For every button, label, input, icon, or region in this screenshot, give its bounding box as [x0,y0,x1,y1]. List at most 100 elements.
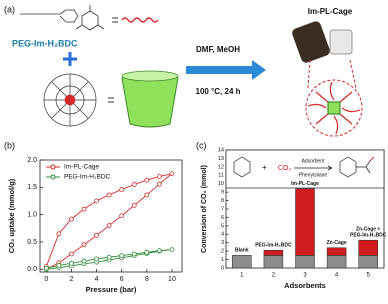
y-tick-label: 14 [218,147,224,153]
data-point [106,192,112,198]
cage-icon [121,73,179,128]
plot-frame [39,159,183,273]
x-tick-label: 1 [240,273,244,279]
reaction-arrow [294,165,333,171]
y-tick-label: 5 [221,223,224,229]
data-point [156,248,162,254]
bar-segment [358,255,378,269]
condition: 100 °C, 24 h [196,87,241,96]
data-point [144,249,150,255]
bar-label: Zn-Cage [327,240,347,246]
x-tick-label: 2 [272,273,276,279]
x-axis-label: Adsorbents [284,281,326,290]
ligand-name: PEG-Im-H₂BDC [12,38,78,48]
panel-label: (b) [4,140,15,150]
bar-label: PEG-Im-H₂BDC [350,233,387,239]
data-point [131,182,137,187]
data-point [69,251,74,257]
data-point [156,181,162,187]
data-point [169,247,175,253]
legend-marker [50,164,56,170]
condition: DMF, MeOH [196,45,240,54]
amine [233,156,251,178]
y-tick-label: 1.5 [27,184,37,191]
x-tick-label: 10 [168,276,176,283]
y-tick-label: 6 [221,215,224,221]
y-tick-label: 0 [221,265,224,271]
y-tick-label: 13 [218,156,224,162]
data-point [81,206,87,212]
ligand-structure [20,5,105,31]
vial-cap [329,29,353,55]
data-point [106,223,112,228]
bar-segment [263,250,284,256]
data-point [69,216,74,222]
data-point [144,192,150,198]
cage-icon-rim [121,70,179,82]
y-axis-label: Conversion of CO₂ (mmol) [201,165,208,253]
data-point [106,254,112,260]
equals [112,17,118,23]
data-point [56,231,62,237]
bar-segment [326,247,347,256]
x-tick-label: 6 [120,276,124,283]
inset-box [225,149,385,189]
y-tick-label: 3 [221,240,224,246]
bar-segment [232,255,252,269]
data-point [94,198,99,204]
panel-label: (a) [4,4,15,14]
y-tick-label: 7 [221,206,224,212]
x-tick-label: 0 [44,276,48,283]
plus-sign: + [262,163,267,172]
product-name: Im-PL-Cage [308,7,353,16]
ligand-icon [121,17,159,23]
data-point [69,260,74,266]
y-tick-label: 11 [218,173,224,179]
equals [108,97,114,103]
panel-label: (c) [196,140,207,150]
data-point [94,232,99,238]
data-point [119,187,125,192]
reaction-inset: + CO₂ Adsorbent Phenylsilane [225,149,385,189]
arrow [186,60,266,80]
legend-marker [50,174,56,180]
reagent: Adsorbent [302,158,325,164]
y-tick-label: 1 [221,257,224,263]
bar-segment [358,239,378,256]
x-tick-label: 5 [367,273,371,279]
bar-segment [295,255,315,269]
data-point [131,251,137,257]
bar-segment [326,255,347,269]
vial [292,21,330,63]
x-tick-label: 2 [69,276,73,283]
bar-segment [263,255,284,269]
y-tick-label: 10 [218,181,224,187]
x-axis-label: Pressure (bar) [86,285,137,294]
data-point [119,253,125,259]
co2-label: CO₂ [278,165,292,172]
reagent: Phenylsilane [299,172,328,178]
x-tick-label: 8 [145,276,149,283]
product [339,156,371,178]
y-tick-label: 0.5 [27,239,37,246]
y-tick-label: 8 [221,198,224,204]
plus [63,52,77,66]
y-tick-label: 9 [221,190,224,196]
y-axis-label: CO₂ uptake (mmol/g) [7,178,16,253]
legend-label: Im-PL-Cage [64,164,99,171]
data-point [81,242,87,248]
x-tick-label: 3 [303,273,307,279]
y-tick-label: 0.0 [27,266,37,273]
product-icon [307,81,361,135]
data-point [156,173,162,179]
x-tick-label: 4 [335,273,339,279]
y-tick-label: 12 [218,164,224,170]
y-tick-label: 2 [221,249,224,255]
cage-structure [43,73,97,127]
bar-label: Blank [235,248,249,254]
data-point [144,177,150,183]
x-tick-label: 4 [95,276,99,283]
y-tick-label: 2.0 [27,157,37,164]
data-point [169,171,175,177]
